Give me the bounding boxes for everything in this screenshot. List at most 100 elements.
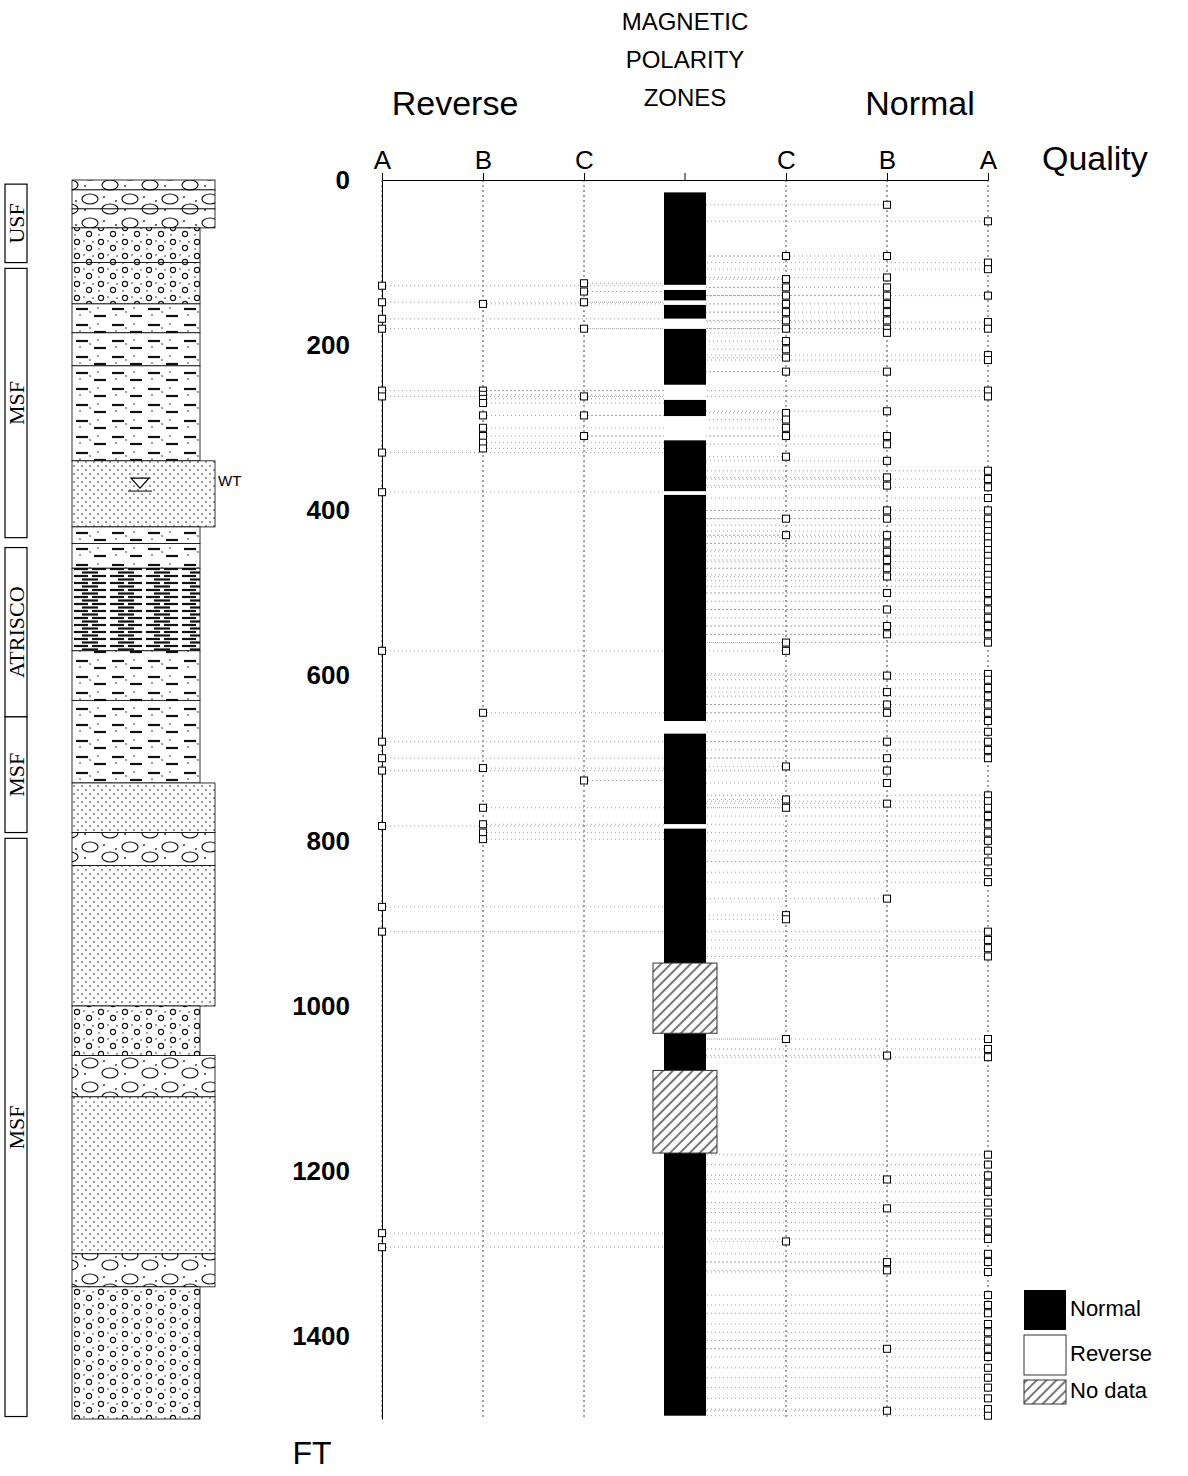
connector [706, 1039, 988, 1040]
data-point [985, 614, 992, 621]
connector [706, 436, 887, 437]
connector [706, 498, 988, 499]
data-point [985, 1161, 992, 1168]
connector [483, 394, 664, 395]
data-point [783, 354, 790, 361]
connector [706, 444, 887, 445]
connector [706, 861, 988, 862]
data-point [985, 813, 992, 820]
connector [706, 355, 988, 356]
data-point [884, 368, 891, 375]
data-point [985, 1292, 992, 1299]
connector [483, 415, 664, 416]
reverse-zone [664, 385, 706, 400]
data-point [581, 288, 588, 295]
lithology-layer [72, 180, 215, 190]
connector [382, 1233, 664, 1234]
connector [706, 255, 887, 256]
connector [706, 559, 887, 560]
data-point [985, 393, 992, 400]
connector [483, 398, 664, 399]
connector [706, 626, 988, 627]
data-point [884, 573, 891, 580]
connector [706, 411, 887, 412]
lithology-layer [72, 366, 200, 461]
connector [584, 302, 664, 303]
connector [706, 948, 988, 949]
connector [706, 1039, 786, 1040]
data-point [985, 266, 992, 273]
water-table-marker [131, 478, 149, 488]
data-point [783, 409, 790, 416]
connector [706, 807, 988, 808]
connector [706, 390, 988, 391]
connector [382, 285, 664, 286]
connector [706, 801, 988, 802]
connector [483, 832, 664, 833]
data-point [985, 1310, 992, 1317]
connector [706, 487, 988, 488]
data-point [985, 693, 992, 700]
connector [706, 1048, 988, 1049]
connector [706, 872, 988, 873]
connector [706, 824, 988, 825]
data-point [480, 424, 487, 431]
data-point [985, 606, 992, 613]
connector [706, 1208, 887, 1209]
data-point [985, 1406, 992, 1413]
data-point [985, 1395, 992, 1402]
connector [382, 931, 664, 932]
x-tick-label: A [980, 145, 998, 175]
data-point [884, 623, 891, 630]
connector [706, 555, 988, 556]
data-point [985, 1337, 992, 1344]
connector [706, 931, 988, 932]
reverse-zone [664, 416, 706, 440]
connector [706, 642, 786, 643]
connector [706, 412, 786, 413]
data-point [884, 252, 891, 259]
connector [706, 295, 988, 296]
connector [584, 436, 664, 437]
data-point [480, 765, 487, 772]
data-point [884, 548, 891, 555]
data-point [884, 284, 891, 291]
data-point [985, 1302, 992, 1309]
data-point [581, 433, 588, 440]
connector [706, 1348, 988, 1349]
y-tick: 200 [307, 330, 382, 360]
lithology-column [72, 180, 215, 1419]
connector [706, 721, 988, 722]
data-point [783, 763, 790, 770]
connector [706, 586, 988, 587]
connector [706, 1340, 988, 1341]
connector [706, 687, 988, 688]
connector [706, 704, 988, 705]
data-point [985, 1188, 992, 1195]
chart-svg: MAGNETICPOLARITYZONESReverseNormalQualit… [0, 0, 1188, 1476]
connector [706, 568, 988, 569]
data-point [884, 1345, 891, 1352]
normal-zone [664, 1153, 706, 1416]
connector [706, 1222, 988, 1223]
connector [706, 287, 887, 288]
connector [382, 825, 664, 826]
data-point [985, 565, 992, 572]
lithology-layer [72, 333, 200, 366]
formation-label: ATRISCO [4, 586, 29, 678]
data-point [985, 533, 992, 540]
lithology-layer [72, 700, 200, 783]
connector [706, 898, 887, 899]
data-point [884, 1259, 891, 1266]
data-point [480, 433, 487, 440]
connector [706, 460, 887, 461]
normal-zone [664, 400, 706, 417]
connector [706, 915, 786, 916]
connector [706, 456, 786, 457]
legend-label: No data [1070, 1378, 1148, 1403]
water-table-line [128, 491, 152, 492]
connector [706, 749, 988, 750]
x-tick: B [879, 145, 896, 180]
connector [706, 427, 786, 428]
data-point [985, 728, 992, 735]
